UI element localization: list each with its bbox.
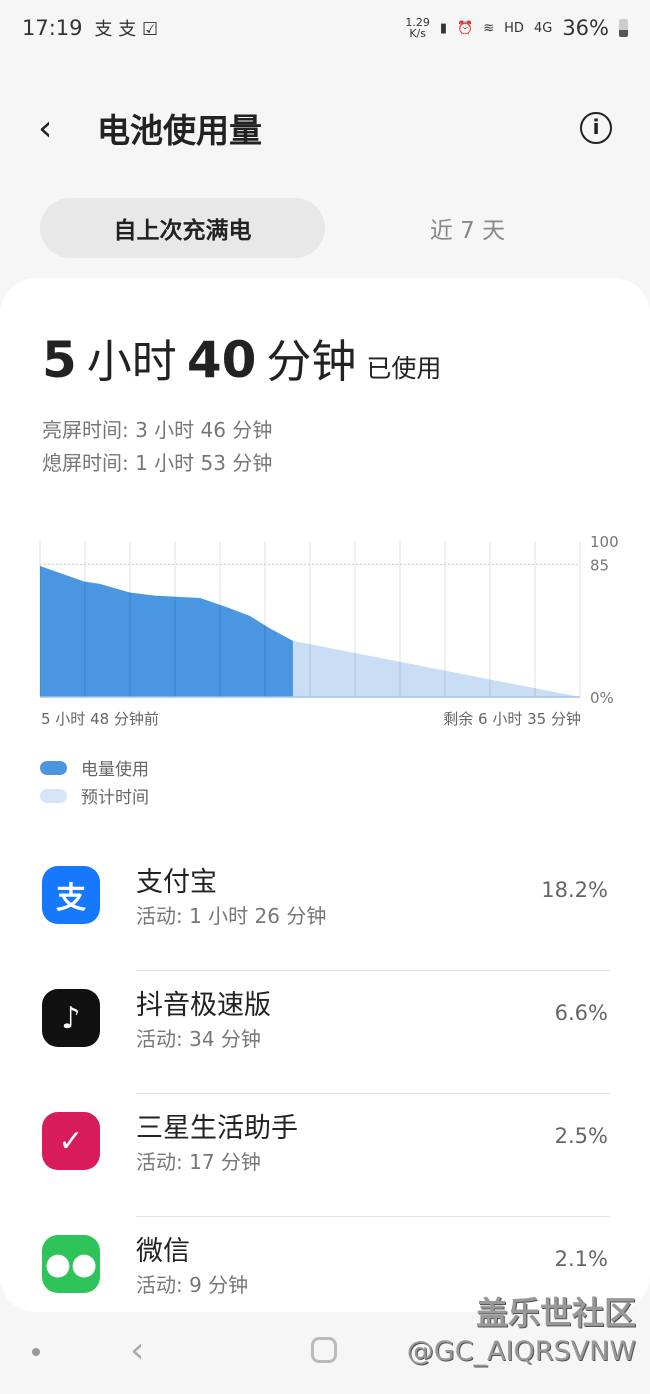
divider — [136, 1093, 610, 1094]
battery-saver-icon: ▮ — [439, 20, 448, 36]
app-percent: 2.5% — [554, 1124, 608, 1148]
y-tick-label: 0% — [590, 689, 614, 707]
back-button[interactable]: ‹ — [38, 107, 53, 149]
app-icon: 支 — [42, 866, 100, 924]
watermark-handle: @GC_AIQRSVNW — [406, 1336, 636, 1367]
x-start-label: 5 小时 48 分钟前 — [41, 710, 159, 728]
app-activity: 活动: 17 分钟 — [136, 1150, 261, 1174]
app-name: 支付宝 — [136, 867, 217, 898]
app-row[interactable]: ●● 微信 活动: 9 分钟 2.1% — [0, 1217, 650, 1340]
app-name: 抖音极速版 — [136, 990, 271, 1021]
app-icon: ✓ — [42, 1112, 100, 1170]
clock: 17:19 — [22, 16, 83, 40]
app-activity: 活动: 1 小时 26 分钟 — [136, 904, 327, 928]
y-tick-label: 100 — [590, 533, 619, 551]
notification-icons: 支 支 ☑ — [94, 19, 159, 40]
net-speed: 1.29 K/s — [405, 16, 430, 40]
app-activity: 活动: 34 分钟 — [136, 1027, 261, 1051]
y-tick-label: 85 — [590, 556, 609, 574]
hours-value: 5 — [42, 331, 77, 389]
watermark-title: 盖乐世社区 — [475, 1294, 636, 1332]
app-name: 微信 — [136, 1236, 190, 1267]
legend-usage: 电量使用 — [40, 755, 149, 780]
usage-total: 5 小时 40 分钟 已使用 — [42, 325, 441, 390]
page-title: 电池使用量 — [97, 111, 262, 150]
app-row[interactable]: 支 支付宝 活动: 1 小时 26 分钟 18.2% — [0, 848, 650, 971]
app-name: 三星生活助手 — [136, 1113, 298, 1144]
nav-dot-button[interactable] — [32, 1348, 40, 1356]
minute-unit: 分钟 — [266, 335, 357, 388]
app-row[interactable]: ♪ 抖音极速版 活动: 34 分钟 6.6% — [0, 971, 650, 1094]
x-end-label: 剩余 6 小时 35 分钟 — [443, 710, 581, 728]
hour-unit: 小时 — [86, 335, 177, 388]
usage-card — [0, 278, 650, 1312]
hd-label: HD — [504, 20, 524, 36]
legend-estimate: 预计时间 — [40, 783, 149, 808]
nav-home-button[interactable] — [311, 1337, 337, 1363]
alarm-icon: ⏰ — [457, 20, 474, 36]
nav-back-button[interactable]: ‹ — [130, 1330, 145, 1371]
app-icon: ♪ — [42, 989, 100, 1047]
battery-icon — [619, 19, 628, 37]
tab-last-7-days[interactable]: 近 7 天 — [429, 218, 506, 244]
divider — [136, 970, 610, 971]
signal-icon: 4G — [533, 20, 553, 36]
legend-label: 电量使用 — [81, 760, 149, 780]
battery-chart: 100 85 0% 5 小时 48 分钟前 剩余 6 小时 35 分钟 — [39, 533, 619, 728]
screen-on-time: 亮屏时间: 3 小时 46 分钟 — [42, 418, 273, 442]
screen-off-time: 熄屏时间: 1 小时 53 分钟 — [42, 451, 273, 475]
legend-swatch — [40, 788, 67, 803]
legend-label: 预计时间 — [81, 788, 149, 808]
app-row[interactable]: ✓ 三星生活助手 活动: 17 分钟 2.5% — [0, 1094, 650, 1217]
minutes-value: 40 — [186, 331, 257, 389]
status-bar: 17:19 支 支 ☑ 1.29 K/s ▮ ⏰ ≋ HD 4G 36% — [0, 0, 650, 56]
app-percent: 18.2% — [541, 878, 608, 902]
nav-bar: ‹ — [0, 1320, 650, 1390]
legend-swatch — [40, 760, 67, 775]
app-activity: 活动: 9 分钟 — [136, 1273, 249, 1297]
used-suffix: 已使用 — [366, 354, 442, 383]
series-area-0 — [40, 565, 293, 697]
wifi-icon: ≋ — [483, 20, 495, 36]
tab-since-full-charge[interactable]: 自上次充满电 — [40, 198, 325, 258]
app-percent: 6.6% — [554, 1001, 608, 1025]
app-icon: ●● — [42, 1235, 100, 1293]
battery-percent: 36% — [562, 16, 609, 40]
app-percent: 2.1% — [554, 1247, 608, 1271]
divider — [136, 1216, 610, 1217]
info-icon[interactable]: i — [580, 112, 612, 144]
series-area-1 — [292, 640, 580, 697]
